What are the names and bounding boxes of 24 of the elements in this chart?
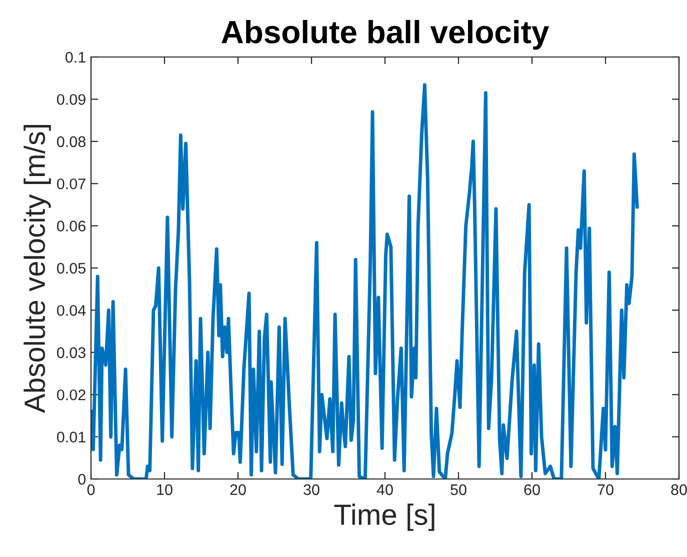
x-axis-title: Time [s] [334,504,434,531]
y-tick-label: 0.02 [57,389,86,400]
line-series [91,83,639,479]
y-tick-label: 0.07 [57,178,86,190]
x-tick-label: 0 [87,484,95,496]
x-tick-label: 50 [450,484,466,496]
y-tick-label: 0.08 [57,136,86,148]
y-tick-label: 0.09 [57,94,86,105]
x-tick-label: 70 [598,484,614,496]
x-tick-label: 60 [524,484,540,496]
x-tick-label: 40 [376,484,393,496]
x-tick-label: 30 [304,484,320,496]
y-tick-label: 0.06 [57,220,86,232]
y-tick-label: 0.1 [66,52,86,63]
x-tick-label: 10 [157,484,172,496]
y-tick-label: 0 [78,474,86,485]
chart-title: Absolute ball velocity [222,20,550,50]
y-tick-label: 0.05 [57,262,86,274]
y-axis-title: Absolute velocity [m/s] [24,124,51,414]
y-tick-label: 0.03 [57,347,86,358]
y-tick-label: 0.01 [57,432,86,442]
x-tick-label: 80 [671,484,687,496]
y-tick-label: 0.04 [57,305,86,316]
x-tick-label: 20 [230,484,246,496]
